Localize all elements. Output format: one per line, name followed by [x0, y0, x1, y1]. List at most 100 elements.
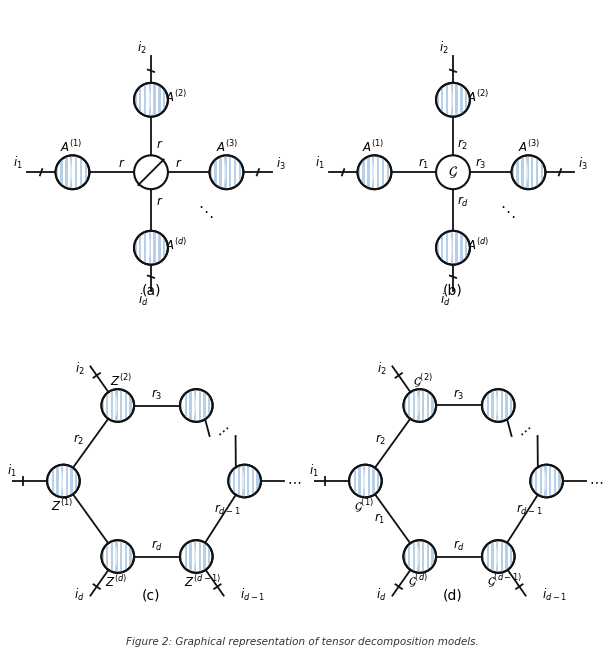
Bar [185, 389, 187, 422]
Bar [237, 465, 240, 497]
Text: $\mathcal{G}^{(2)}$: $\mathcal{G}^{(2)}$ [413, 372, 432, 390]
Bar [422, 540, 425, 573]
Text: $i_1$: $i_1$ [7, 463, 17, 479]
Bar [56, 155, 58, 189]
Ellipse shape [370, 161, 374, 183]
Text: $A^{(1)}$: $A^{(1)}$ [60, 139, 83, 155]
Bar [208, 389, 210, 422]
Circle shape [134, 83, 168, 117]
Bar [367, 155, 370, 189]
Bar [536, 155, 538, 189]
Bar [544, 465, 547, 497]
Bar [139, 231, 141, 265]
Bar [358, 155, 360, 189]
Text: $r_d$: $r_d$ [151, 539, 163, 552]
Bar [521, 155, 524, 189]
Bar [482, 540, 484, 573]
Bar [516, 155, 519, 189]
Ellipse shape [494, 395, 498, 416]
Ellipse shape [146, 237, 150, 259]
Bar [554, 465, 556, 497]
Ellipse shape [524, 161, 528, 183]
Bar [189, 540, 191, 573]
Bar [530, 465, 533, 497]
Bar [189, 389, 191, 422]
Circle shape [436, 83, 470, 117]
Bar [496, 540, 498, 573]
Text: $i_d$: $i_d$ [440, 292, 451, 308]
Bar [199, 540, 201, 573]
Text: $Z^{(2)}$: $Z^{(2)}$ [110, 373, 132, 389]
Text: $Z^{(d-1)}$: $Z^{(d-1)}$ [184, 574, 221, 590]
Bar [441, 231, 443, 265]
Bar [111, 389, 113, 422]
Bar [153, 231, 156, 265]
Text: $r_d$: $r_d$ [453, 539, 465, 552]
Bar [163, 83, 165, 117]
Bar [436, 83, 439, 117]
Ellipse shape [114, 546, 117, 567]
Text: $\ddots$: $\ddots$ [198, 203, 213, 220]
Text: $r_1$: $r_1$ [418, 157, 429, 171]
Bar [239, 155, 241, 189]
Bar [129, 540, 132, 573]
Bar [242, 465, 245, 497]
Bar [465, 83, 467, 117]
Bar [56, 465, 59, 497]
Bar [111, 540, 113, 573]
Bar [158, 83, 161, 117]
Bar [446, 231, 448, 265]
Bar [496, 389, 498, 422]
Bar [210, 155, 212, 189]
Bar [153, 83, 156, 117]
Ellipse shape [448, 237, 452, 259]
Bar [487, 389, 489, 422]
Bar [149, 231, 151, 265]
Text: $\cdots$: $\cdots$ [287, 474, 301, 488]
Ellipse shape [192, 395, 196, 416]
Bar [487, 540, 489, 573]
Bar [373, 465, 374, 497]
Text: $i_3$: $i_3$ [276, 157, 286, 172]
Bar [247, 465, 249, 497]
Bar [422, 389, 425, 422]
Bar [441, 83, 443, 117]
Bar [403, 389, 406, 422]
Text: $A^{(2)}$: $A^{(2)}$ [467, 89, 490, 105]
Bar [531, 155, 533, 189]
Ellipse shape [361, 471, 365, 491]
Bar [455, 231, 458, 265]
Bar [144, 83, 146, 117]
Bar [229, 155, 231, 189]
Text: $i_1$: $i_1$ [309, 463, 319, 479]
Bar [185, 540, 187, 573]
Bar [451, 83, 453, 117]
Bar [204, 389, 205, 422]
Text: $r_2$: $r_2$ [457, 137, 468, 151]
Bar [354, 465, 356, 497]
Circle shape [180, 389, 213, 422]
Circle shape [134, 231, 168, 265]
Bar [368, 465, 370, 497]
Bar [224, 155, 226, 189]
Text: $\mathcal{G}^{(d-1)}$: $\mathcal{G}^{(d-1)}$ [487, 573, 522, 590]
Text: $A^{(d)}$: $A^{(d)}$ [165, 237, 188, 253]
Bar [382, 155, 384, 189]
Bar [387, 155, 389, 189]
Text: $\ddots$: $\ddots$ [500, 203, 515, 220]
Text: $r$: $r$ [175, 157, 183, 170]
Text: $i_3$: $i_3$ [578, 157, 588, 172]
Text: $i_d$: $i_d$ [74, 586, 85, 603]
Bar [377, 155, 379, 189]
Bar [115, 389, 118, 422]
Bar [139, 83, 141, 117]
Bar [180, 389, 182, 422]
Bar [436, 231, 439, 265]
Bar [80, 155, 82, 189]
Bar [526, 155, 528, 189]
Bar [427, 540, 429, 573]
Circle shape [436, 231, 470, 265]
Bar [535, 465, 538, 497]
Bar [66, 465, 68, 497]
Circle shape [482, 540, 515, 573]
